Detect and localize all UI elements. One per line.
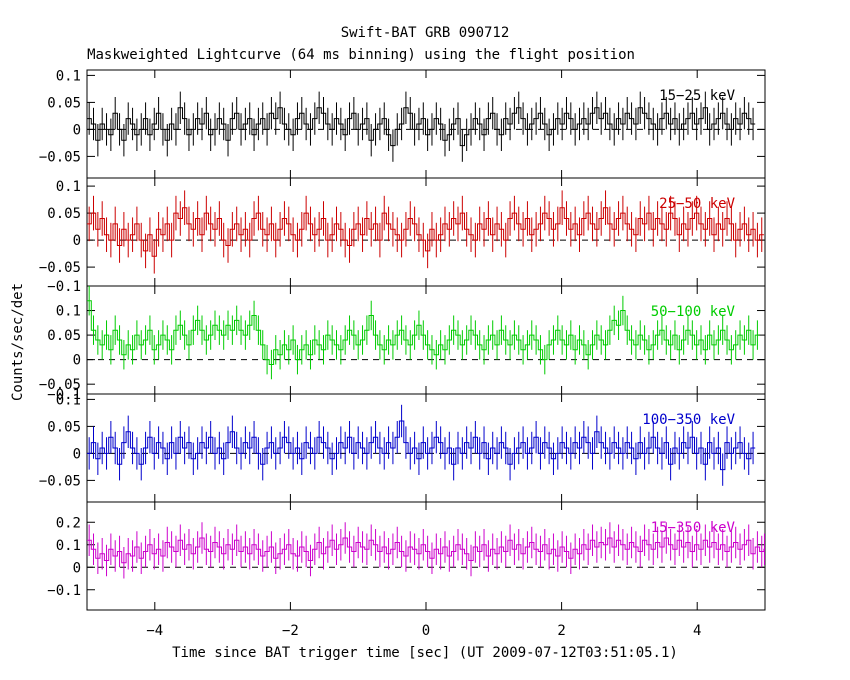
y-tick-label: 0.2 — [56, 515, 81, 531]
lightcurve-step — [87, 537, 765, 564]
y-tick-label: 0 — [73, 560, 81, 576]
x-tick-label: 4 — [693, 623, 701, 639]
x-axis-label: Time since BAT trigger time [sec] (UT 20… — [172, 645, 678, 661]
y-tick-label: 0 — [73, 233, 81, 249]
y-tick-label: 0 — [73, 353, 81, 369]
x-tick-label: −4 — [146, 623, 163, 639]
y-tick-label: −0.05 — [39, 260, 81, 276]
y-tick-label: −0.05 — [39, 149, 81, 165]
y-tick-label: 0.1 — [56, 179, 81, 195]
lightcurve-step — [87, 420, 756, 471]
chart-title: Swift-BAT GRB 090712 — [341, 25, 510, 41]
y-tick-label: −0.1 — [47, 387, 81, 403]
y-tick-label: 0.1 — [56, 304, 81, 320]
y-tick-label: 0.1 — [56, 68, 81, 84]
panel-0: 0.1 0.05 0 −0.05 15−25 keV — [39, 68, 766, 179]
y-tick-label: 0.05 — [47, 95, 81, 111]
band-label: 50−100 keV — [651, 304, 736, 320]
lightcurve-step — [87, 207, 764, 257]
panel-1: 0.1 0.05 0 −0.05 −0.1 25−50 keV — [39, 177, 766, 295]
y-tick-label: −0.1 — [47, 279, 81, 295]
band-label: 15−25 keV — [659, 88, 735, 104]
y-tick-label: 0.1 — [56, 538, 81, 554]
y-tick-label: 0 — [73, 446, 81, 462]
y-tick-label: 0.05 — [47, 206, 81, 222]
y-tick-label: −0.05 — [39, 473, 81, 489]
y-axis-label: Counts/sec/det — [10, 283, 26, 401]
x-tick-label: 2 — [557, 623, 565, 639]
lightcurve-step — [87, 300, 760, 365]
x-tick-label: 0 — [422, 623, 430, 639]
y-tick-label: 0.05 — [47, 419, 81, 435]
y-tick-label: 0.05 — [47, 328, 81, 344]
y-tick-label: −0.05 — [39, 377, 81, 393]
x-tick-label: −2 — [282, 623, 299, 639]
lightcurve-step — [87, 107, 756, 147]
y-tick-label: 0.1 — [56, 392, 81, 408]
band-label: 25−50 keV — [659, 196, 735, 212]
panel-3: 0.1 0.05 0 −0.05 100−350 keV — [39, 392, 766, 503]
panel-2: 0.1 0.05 0 −0.05−0.1 50−100 keV — [39, 285, 766, 403]
band-label: 15−350 keV — [651, 520, 736, 536]
y-tick-label: 0 — [73, 122, 81, 138]
y-tick-label: −0.1 — [47, 583, 81, 599]
chart-subtitle: Maskweighted Lightcurve (64 ms binning) … — [87, 47, 635, 63]
band-label: 100−350 keV — [642, 412, 735, 428]
panel-4: 0.2 0.1 0 −0.1 15−350 keV — [47, 501, 766, 611]
